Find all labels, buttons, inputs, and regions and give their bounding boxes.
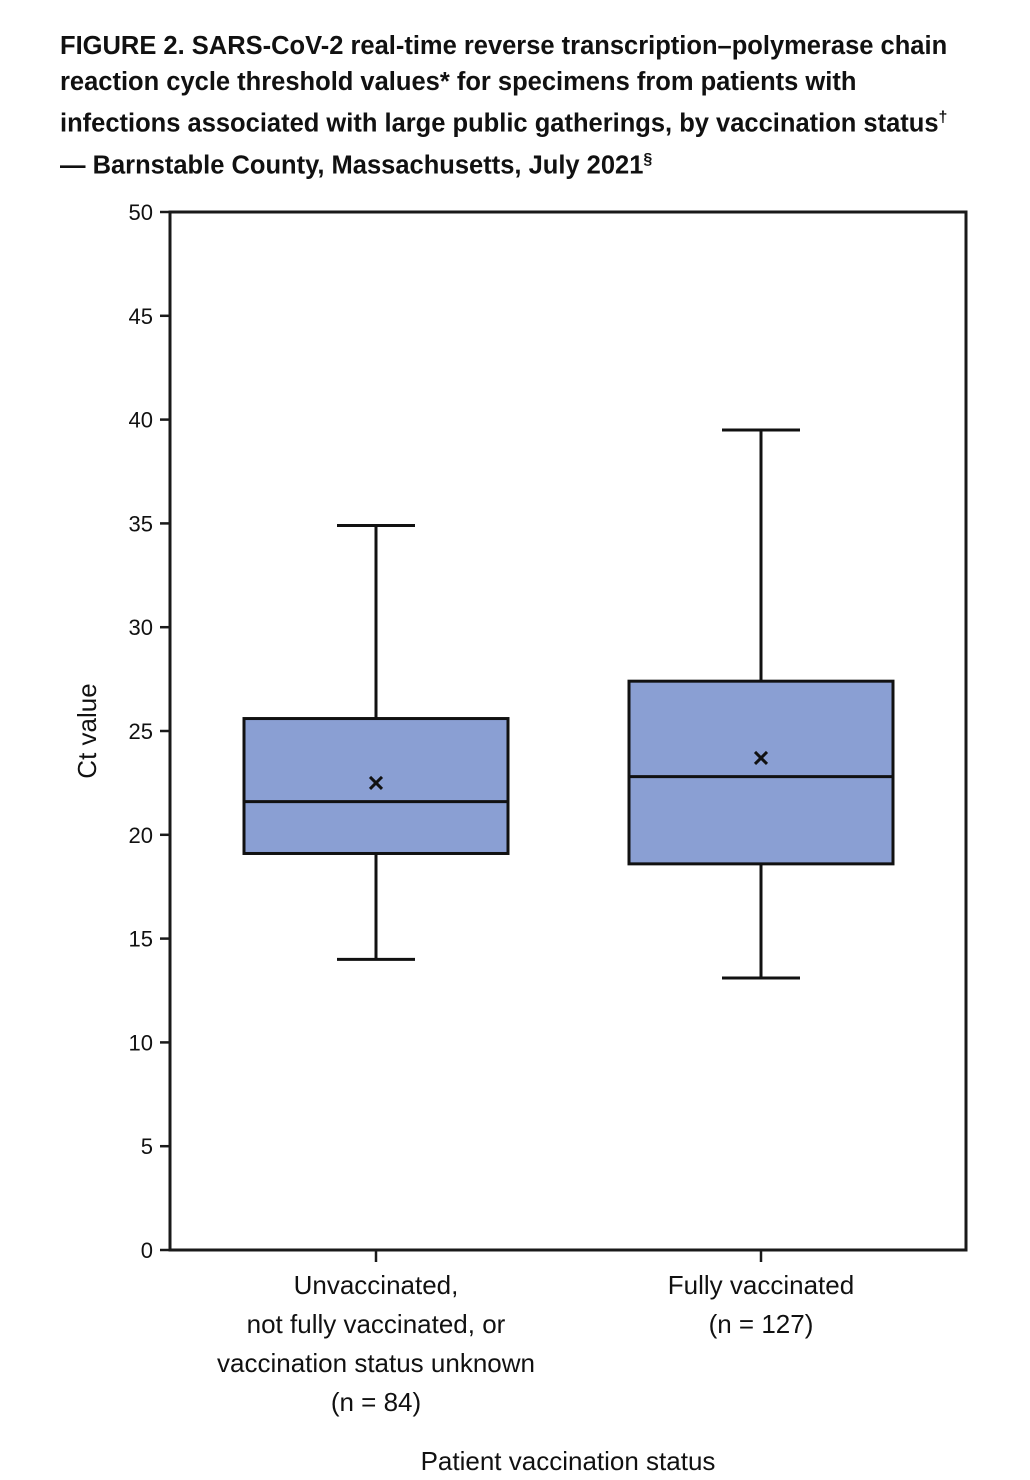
x-category-label-line: not fully vaccinated, or [247, 1309, 506, 1339]
y-tick-label: 45 [129, 304, 153, 329]
iqr-box [242, 717, 510, 855]
mean-marker [368, 775, 384, 790]
x-category-label-line: (n = 84) [331, 1387, 421, 1417]
box-group-1 [242, 523, 510, 961]
y-tick-label: 35 [129, 511, 153, 536]
x-category-label: Fully vaccinated (n = 127) [668, 1270, 854, 1339]
figure-title: FIGURE 2. SARS-CoV-2 real-time reverse t… [60, 28, 975, 183]
title-footnote-mark-2: † [938, 109, 948, 126]
title-main: FIGURE 2. SARS-CoV-2 real-time reverse t… [60, 32, 948, 96]
mean-marker [753, 750, 769, 766]
title-footnote-mark-3: § [643, 150, 653, 168]
x-category-label-line: Fully vaccinated [668, 1270, 854, 1300]
x-category-label: Unvaccinated, not fully vaccinated, or vac… [217, 1270, 535, 1417]
y-tick-label: 30 [129, 615, 153, 640]
title-end: — Barnstable County, Massachusetts, July… [60, 151, 644, 179]
box-group-2 [627, 428, 895, 980]
y-tick-label: 25 [129, 719, 153, 744]
y-tick-label: 5 [141, 1134, 153, 1159]
y-tick-label: 40 [129, 408, 153, 433]
y-tick-label: 50 [129, 200, 153, 225]
y-tick-label: 20 [129, 823, 153, 848]
iqr-box [627, 679, 895, 866]
y-axis-title: Ct value [72, 683, 102, 778]
x-axis: Unvaccinated, not fully vaccinated, or vac… [217, 1250, 854, 1417]
y-tick-label: 10 [129, 1030, 153, 1055]
x-category-label-line: (n = 127) [709, 1309, 814, 1339]
y-axis: 0 5 10 15 20 25 30 35 40 45 50 [129, 200, 170, 1263]
plot-frame [168, 210, 968, 1252]
title-middle: for specimens from patients with infecti… [60, 68, 939, 138]
y-tick-label: 0 [141, 1238, 153, 1263]
title-footnote-mark-1: * [439, 68, 450, 96]
box-plot-series [242, 428, 895, 980]
x-category-label-line: vaccination status unknown [217, 1348, 535, 1378]
x-category-label-line: Unvaccinated, [294, 1270, 459, 1300]
y-tick-label: 15 [129, 927, 153, 952]
x-axis-title: Patient vaccination status [421, 1446, 716, 1476]
